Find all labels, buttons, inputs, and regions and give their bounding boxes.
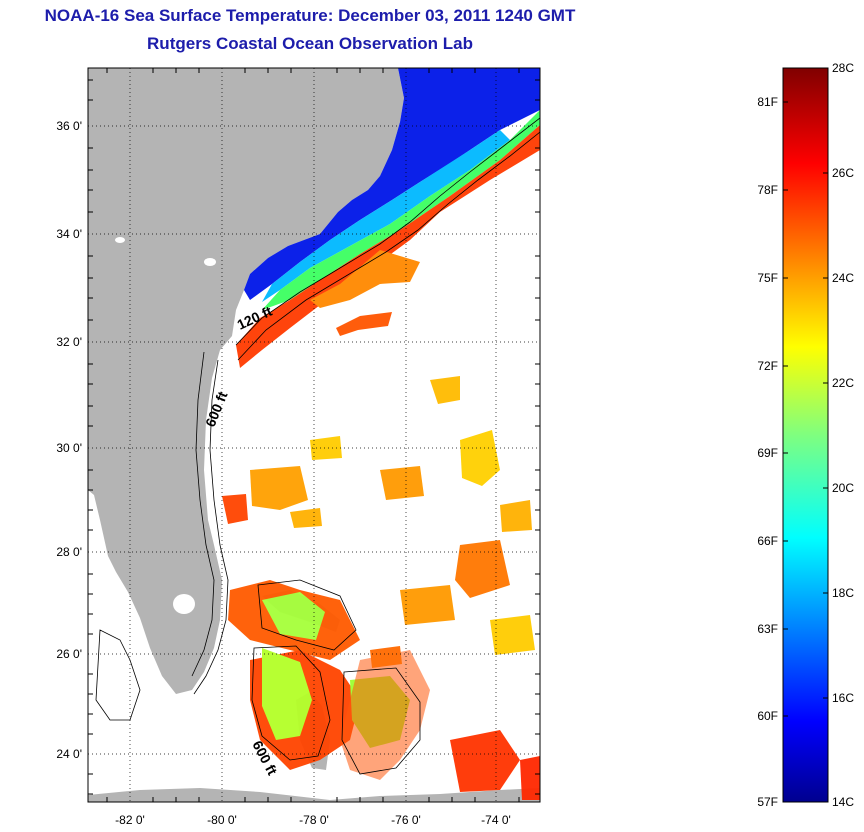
colorbar-c-label: 24C xyxy=(832,271,854,285)
map-frame xyxy=(87,67,541,803)
colorbar-c-label: 16C xyxy=(832,691,854,705)
colorbar-c-label: 18C xyxy=(832,586,854,600)
lon-label: -78 0' xyxy=(299,813,329,827)
colorbar-c-label: 22C xyxy=(832,376,854,390)
colorbar-f-label: 60F xyxy=(757,709,778,723)
lat-label: 26 0' xyxy=(56,647,82,661)
frame-ticks xyxy=(88,68,540,802)
colorbar-f-label: 78F xyxy=(757,183,778,197)
lat-label: 28 0' xyxy=(56,545,82,559)
colorbar-f-label: 72F xyxy=(757,359,778,373)
sst-imagery xyxy=(222,68,540,800)
lat-label: 30 0' xyxy=(56,441,82,455)
colorbar-f-label: 63F xyxy=(757,622,778,636)
lon-label: -82 0' xyxy=(115,813,145,827)
lat-label: 32 0' xyxy=(56,335,82,349)
colorbar-c-label: 26C xyxy=(832,166,854,180)
land-us-east-coast xyxy=(88,68,404,694)
lat-label: 24 0' xyxy=(56,747,82,761)
colorbar-c-label: 28C xyxy=(832,61,854,75)
colorbar-f-label: 57F xyxy=(757,795,778,809)
colorbar-ticks xyxy=(783,67,828,803)
lat-label: 34 0' xyxy=(56,227,82,241)
colorbar-c-label: 20C xyxy=(832,481,854,495)
colorbar-f-label: 69F xyxy=(757,446,778,460)
lat-label: 36 0' xyxy=(56,119,82,133)
map-panel: 120 ft 600 ft 600 ft 36 0' 34 0' 32 0' 3… xyxy=(56,67,541,827)
lon-label: -74 0' xyxy=(481,813,511,827)
lon-label: -80 0' xyxy=(207,813,237,827)
land-cuba xyxy=(88,788,540,802)
lake-okeechobee xyxy=(173,594,195,614)
lake-small xyxy=(204,258,216,266)
colorbar-c-label: 14C xyxy=(832,795,854,809)
colorbar-f-label: 75F xyxy=(757,271,778,285)
bathymetry-contours xyxy=(95,117,540,775)
map-title: NOAA-16 Sea Surface Temperature: Decembe… xyxy=(44,6,576,25)
lat-lon-grid xyxy=(88,68,540,802)
colorbar-f-label: 81F xyxy=(757,95,778,109)
colorbar-f-label: 66F xyxy=(757,534,778,548)
colorbar-gradient xyxy=(782,67,829,803)
colorbar: 81F 78F 75F 72F 69F 66F 63F 60F 57F 28C … xyxy=(757,61,854,809)
lon-label: -76 0' xyxy=(391,813,421,827)
map-subtitle: Rutgers Coastal Ocean Observation Lab xyxy=(147,34,473,53)
lake-small-2 xyxy=(115,237,125,243)
